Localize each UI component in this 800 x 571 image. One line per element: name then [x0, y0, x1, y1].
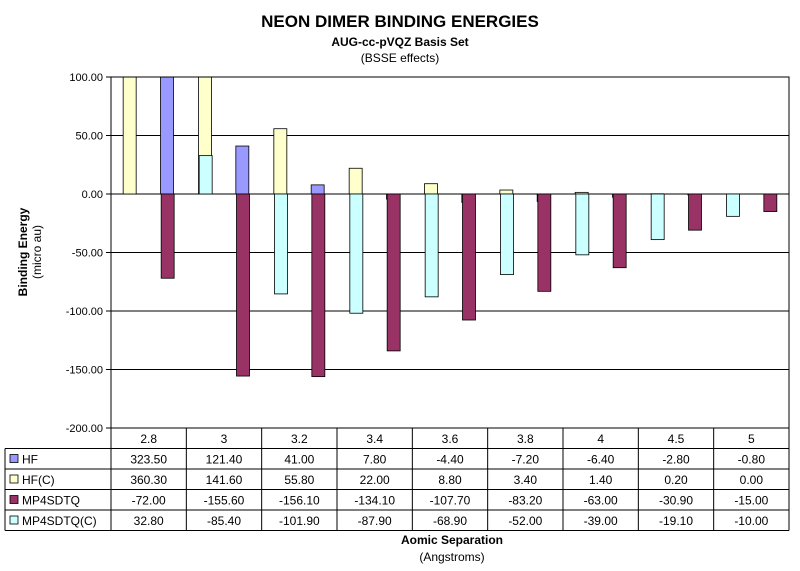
legend-label: MP4SDTQ(C) [22, 514, 97, 528]
legend-label: HF(C) [22, 473, 55, 487]
data-label: -30.90 [659, 494, 693, 508]
chart-subtitle: AUG-cc-pVQZ Basis Set [331, 35, 468, 49]
bar [311, 193, 326, 378]
bar [160, 193, 175, 279]
bar [726, 193, 740, 217]
bar [612, 193, 627, 269]
data-label: -101.90 [279, 514, 320, 528]
data-label: 141.60 [206, 473, 243, 487]
data-label: 7.80 [363, 453, 387, 467]
bar [499, 189, 514, 195]
bar [537, 193, 552, 292]
data-label: -156.10 [279, 494, 320, 508]
legend-swatch [9, 454, 19, 463]
legend-swatch [9, 495, 19, 504]
x-category-label: 3.8 [517, 432, 534, 446]
data-label: -10.00 [734, 514, 768, 528]
y-tick-label: -200.00 [66, 423, 103, 435]
bar [198, 155, 213, 195]
bar [763, 193, 778, 212]
bar [236, 193, 250, 377]
bar [575, 193, 590, 256]
data-label: -87.90 [358, 514, 392, 528]
y-tick-label: -100.00 [66, 306, 103, 318]
data-label: -134.10 [354, 494, 395, 508]
bar [424, 193, 439, 298]
data-label: -52.00 [508, 514, 542, 528]
data-label: -15.00 [734, 494, 768, 508]
data-label: -39.00 [584, 514, 618, 528]
bar [424, 183, 438, 195]
y-tick-label: 0.00 [82, 189, 103, 201]
x-category-label: 3.6 [442, 432, 459, 446]
data-label: 22.00 [360, 473, 390, 487]
data-label: 360.30 [130, 473, 167, 487]
data-label: -107.70 [430, 494, 471, 508]
bar [273, 128, 288, 195]
x-category-label: 4.5 [668, 432, 685, 446]
data-label: -19.10 [659, 514, 693, 528]
data-label: 0.20 [664, 473, 688, 487]
bar [462, 193, 476, 321]
data-label: -68.90 [433, 514, 467, 528]
data-label: -4.40 [436, 453, 464, 467]
x-axis-units: (Angstroms) [419, 550, 484, 564]
legend-label: MP4SDTQ [22, 494, 80, 508]
chart-note: (BSSE effects) [361, 51, 439, 65]
bar [235, 145, 250, 195]
data-label: -85.40 [207, 514, 241, 528]
y-tick-label: 50.00 [75, 131, 103, 143]
x-category-label: 3.2 [291, 432, 308, 446]
x-category-label: 2.8 [140, 432, 157, 446]
bar-group [85, 0, 778, 378]
y-axis-title: Binding Energy [16, 207, 30, 296]
data-label: -6.40 [587, 453, 615, 467]
bar [349, 193, 364, 314]
bar [348, 167, 363, 195]
chart-title: NEON DIMER BINDING ENERGIES [261, 12, 539, 31]
data-label: 55.80 [284, 473, 314, 487]
data-label: -0.80 [738, 453, 766, 467]
x-category-label: 5 [748, 432, 755, 446]
x-axis-title: Aomic Separation [401, 533, 503, 547]
data-label: -83.20 [508, 494, 542, 508]
y-tick-label: 100.00 [69, 72, 103, 84]
bar [310, 184, 325, 195]
data-table: 2.8 3 3.2 3.4 3.6 3.8 4 4.5 5 HF 323.50 121.40 41.00… [4, 427, 790, 531]
data-label: 0.00 [740, 473, 764, 487]
x-category-label: 4 [597, 432, 604, 446]
data-label: 8.80 [438, 473, 462, 487]
data-label: -2.80 [662, 453, 690, 467]
bar [688, 193, 702, 231]
bar [500, 193, 514, 276]
data-label: 121.40 [206, 453, 243, 467]
bar [386, 193, 401, 352]
x-category-label: 3.4 [366, 432, 383, 446]
data-label: 1.40 [589, 473, 613, 487]
y-axis-units: (micro au) [30, 225, 44, 279]
bar [650, 193, 665, 241]
bar [160, 77, 174, 195]
data-label: 32.80 [134, 514, 164, 528]
y-tick-label: -150.00 [66, 365, 103, 377]
data-label: -155.60 [204, 494, 245, 508]
bar [274, 193, 288, 295]
data-label: 3.40 [514, 473, 538, 487]
x-category-label: 3 [221, 432, 228, 446]
bars [85, 0, 778, 378]
bar [85, 0, 98, 194]
data-label: -7.20 [512, 453, 540, 467]
y-tick-label: -50.00 [72, 248, 103, 260]
data-label: 323.50 [130, 453, 167, 467]
legend-swatch [9, 474, 19, 484]
bar [122, 77, 137, 195]
data-label: -72.00 [132, 494, 166, 508]
data-label: -63.00 [584, 494, 618, 508]
data-label: 41.00 [284, 453, 314, 467]
legend-swatch [9, 515, 19, 525]
legend-label: HF [22, 453, 38, 467]
y-tick-labels: 100.00 50.00 0.00 -50.00 -100.00 -150.00 -200.… [66, 72, 103, 435]
